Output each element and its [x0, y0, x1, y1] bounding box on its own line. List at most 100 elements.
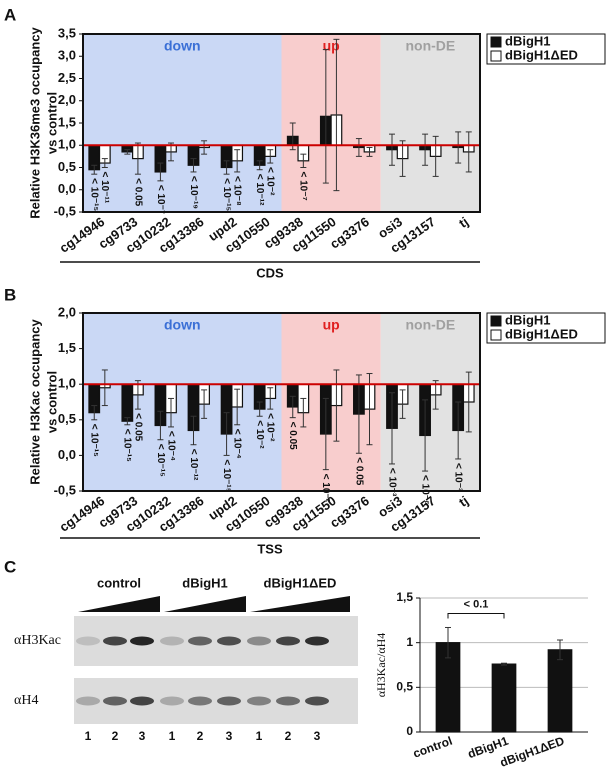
error-bar	[91, 164, 98, 175]
error-bar	[422, 133, 429, 166]
group-label: non-DE	[405, 317, 455, 333]
p-value-label: < 10⁻¹⁵	[89, 424, 100, 457]
error-bar	[201, 140, 208, 155]
error-bar	[289, 395, 296, 419]
lane-number: 2	[197, 729, 204, 743]
lane-number: 2	[112, 729, 119, 743]
error-bar	[300, 397, 307, 428]
blot-group-label: control	[97, 575, 141, 590]
group-label: non-DE	[405, 38, 455, 54]
error-bar	[501, 662, 507, 666]
p-value-label: < 10⁻¹⁵	[221, 178, 232, 211]
blot-band	[160, 696, 184, 706]
group-label: down	[164, 38, 201, 54]
error-bar	[234, 388, 241, 426]
error-bar	[322, 49, 329, 184]
legend-label: dBigH1ΔED	[505, 47, 578, 62]
error-bar	[124, 149, 131, 155]
y-tick-label: -0,5	[54, 203, 76, 218]
error-bar	[557, 639, 563, 661]
p-value-label: < 10⁻²	[265, 413, 276, 442]
error-bar	[201, 389, 208, 419]
p-value-label: < 0.05	[132, 178, 143, 207]
y-axis-label: Relative H3Kac occupancy	[27, 319, 42, 485]
blot-band	[217, 696, 241, 706]
error-bar	[101, 369, 108, 407]
x-tick-label: cg14946	[57, 493, 108, 535]
y-tick-label: 0,0	[58, 181, 76, 196]
p-value-label: < 10⁻¹⁵	[122, 429, 133, 462]
error-bar	[355, 374, 362, 454]
x-tick-label: tj	[456, 214, 471, 231]
y-tick-label: 3,5	[58, 25, 76, 40]
y-tick-label: 2,5	[58, 70, 76, 85]
error-bar	[366, 146, 373, 157]
p-value-label: < 10⁻⁴	[232, 429, 243, 459]
error-bar	[256, 160, 263, 171]
error-bar	[157, 162, 164, 182]
significance-bracket	[447, 612, 505, 619]
error-bar	[432, 135, 439, 177]
legend-label: dBigH1ΔED	[505, 326, 578, 341]
blot-band	[305, 636, 329, 646]
lane-number: 3	[139, 729, 146, 743]
p-value-label: < 10⁻¹⁵	[221, 459, 232, 492]
group-label: up	[323, 317, 340, 333]
x-tick-label: dBigH1ΔED	[498, 734, 566, 770]
group-background	[380, 34, 480, 212]
panel-label: B	[4, 285, 16, 304]
error-bar	[234, 149, 241, 173]
error-bar	[267, 387, 274, 410]
error-bar	[366, 373, 373, 446]
bar	[491, 663, 517, 733]
x-axis-label: TSS	[257, 541, 283, 556]
panel-label: A	[4, 5, 16, 24]
bar	[121, 383, 134, 422]
blot-band	[305, 696, 329, 706]
blot-band	[103, 636, 127, 646]
p-value-label: < 10⁻³	[453, 463, 464, 492]
lane-number: 2	[285, 729, 292, 743]
blot-band	[276, 696, 300, 706]
y-tick-label: 0	[406, 724, 413, 738]
p-value-label: < 10⁻¹²	[188, 449, 199, 481]
error-bar	[333, 369, 340, 442]
error-bar	[134, 380, 141, 410]
error-bar	[168, 397, 175, 428]
error-bar	[465, 371, 472, 433]
error-bar	[455, 131, 462, 164]
error-bar	[91, 405, 98, 421]
legend-swatch	[490, 50, 502, 62]
blot-row-label: αH3Kac	[14, 633, 61, 648]
p-value-label: < 10⁻³	[386, 468, 397, 497]
loading-wedge	[164, 596, 246, 612]
y-tick-label: 1,5	[58, 114, 76, 129]
blot-band	[247, 636, 271, 646]
p-value-label: < 10⁻⁶	[419, 475, 430, 505]
blot-band	[188, 696, 212, 706]
x-tick-label: tj	[456, 493, 471, 510]
y-axis-label: Relative H3K36me3 occupancy	[27, 26, 42, 218]
plot-frame	[82, 312, 481, 492]
y-tick-label: 1,0	[58, 376, 76, 391]
group-label: down	[164, 317, 201, 333]
y-tick-label: 1	[406, 635, 413, 649]
x-tick-label: cg14946	[57, 214, 108, 256]
y-axis-label: αH3Kac/αH4	[374, 633, 388, 698]
y-tick-label: 2,0	[58, 304, 76, 319]
error-bar	[432, 380, 439, 410]
p-value-label: < 10⁻²	[320, 474, 331, 503]
error-bar	[124, 417, 131, 426]
error-bar	[388, 133, 395, 166]
p-value-label: < 0.05	[132, 413, 143, 442]
legend-label: dBigH1	[505, 312, 551, 327]
blot-band	[76, 636, 100, 646]
p-value-label: < 10⁻¹⁹	[188, 176, 199, 209]
y-tick-label: 0,5	[58, 159, 76, 174]
blot-band	[76, 696, 100, 706]
error-bar	[300, 153, 307, 168]
blot-band	[217, 636, 241, 646]
loading-wedge	[78, 596, 160, 612]
error-bar	[322, 397, 329, 471]
